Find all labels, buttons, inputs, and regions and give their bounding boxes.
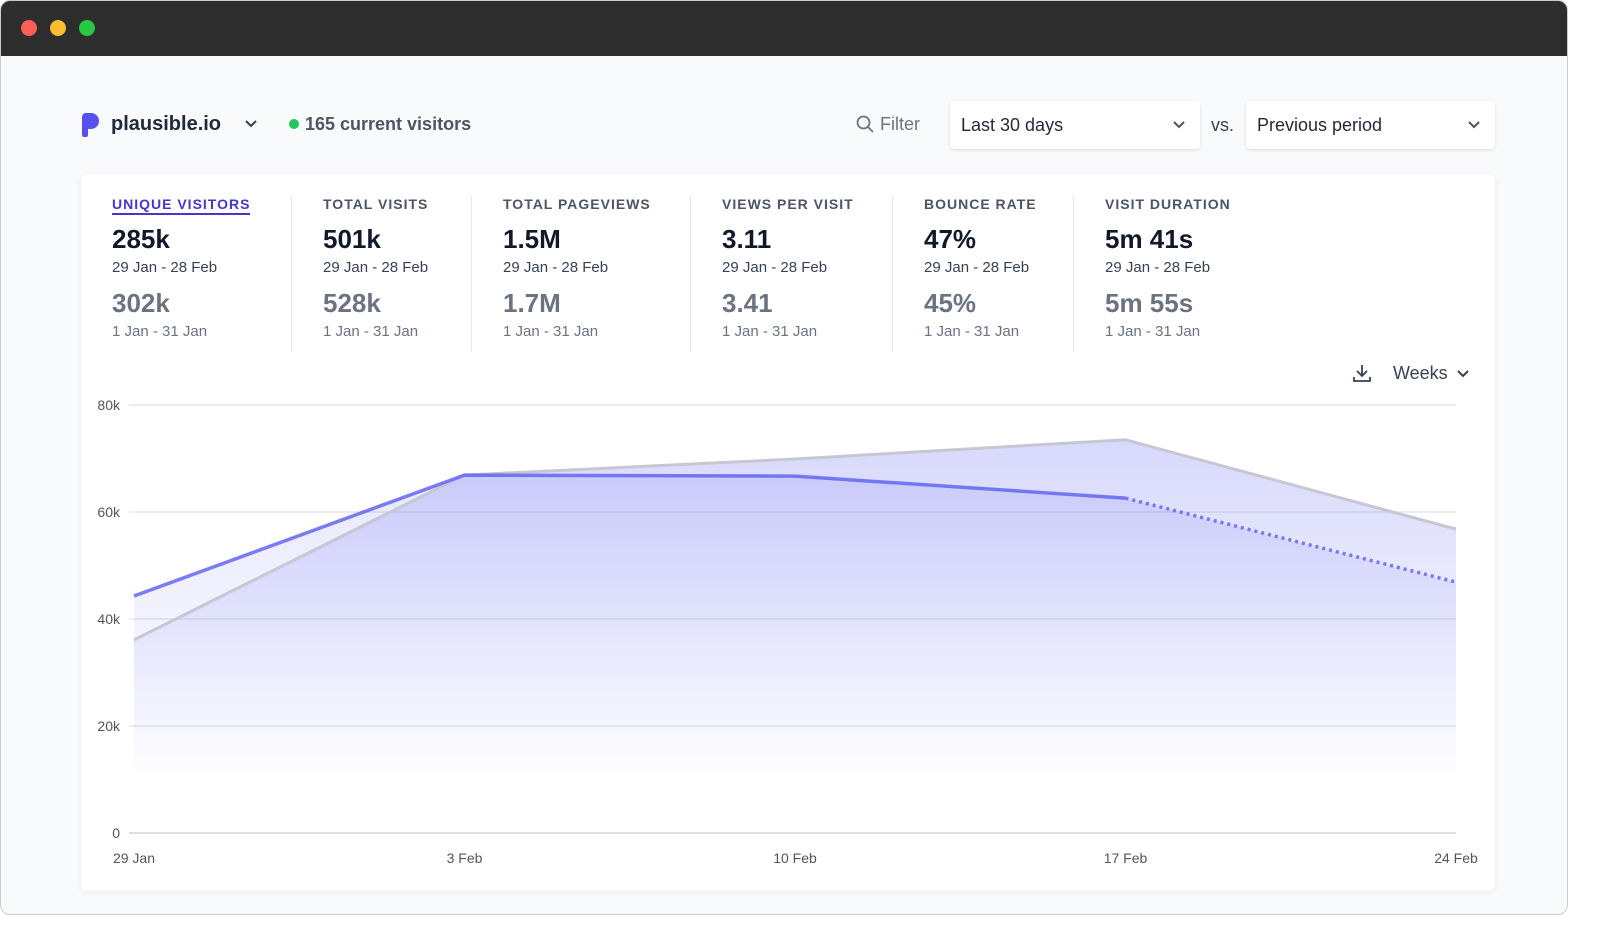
current-visitors-label: 165 current visitors bbox=[305, 114, 472, 134]
browser-window: plausible.io 165 current visitors Filter… bbox=[0, 0, 1568, 915]
y-tick-label: 0 bbox=[112, 825, 120, 841]
stat-total-visits[interactable]: TOTAL VISITS 501k 29 Jan - 28 Feb 528k 1… bbox=[323, 196, 428, 354]
stat-previous-value: 3.41 bbox=[722, 288, 773, 318]
filter-button[interactable]: Filter bbox=[856, 114, 920, 135]
stat-value: 285k bbox=[112, 224, 170, 254]
search-icon bbox=[856, 115, 874, 133]
x-tick-label: 17 Feb bbox=[1104, 850, 1148, 866]
x-tick-label: 10 Feb bbox=[773, 850, 817, 866]
stat-views-per-visit[interactable]: VIEWS PER VISIT 3.11 29 Jan - 28 Feb 3.4… bbox=[722, 196, 854, 354]
top-bar: plausible.io 165 current visitors Filter… bbox=[81, 101, 1495, 149]
stat-previous-value: 1.7M bbox=[503, 288, 561, 318]
current-period-incomplete-line bbox=[1125, 496, 1457, 584]
interval-select[interactable]: Weeks bbox=[1393, 363, 1470, 384]
stat-range: 29 Jan - 28 Feb bbox=[323, 259, 429, 276]
current-period-area bbox=[134, 475, 1456, 833]
stat-previous-value: 45% bbox=[924, 288, 977, 318]
plausible-logo-icon bbox=[82, 113, 99, 137]
y-tick-label: 40k bbox=[97, 611, 121, 627]
stat-previous-range: 1 Jan - 31 Jan bbox=[924, 323, 1020, 340]
stats-card: UNIQUE VISITORS 285k 29 Jan - 28 Feb 302… bbox=[81, 174, 1495, 891]
stat-unique-visitors[interactable]: UNIQUE VISITORS 285k 29 Jan - 28 Feb 302… bbox=[112, 196, 251, 354]
title-bar bbox=[1, 1, 1567, 56]
site-switcher[interactable]: plausible.io bbox=[111, 113, 222, 135]
stat-previous-value: 302k bbox=[112, 288, 170, 318]
previous-period-line bbox=[133, 438, 1457, 642]
y-tick-label: 60k bbox=[97, 504, 121, 520]
chevron-down-icon bbox=[1468, 121, 1480, 129]
divider bbox=[291, 196, 292, 352]
stat-value: 5m 41s bbox=[1105, 224, 1194, 254]
y-tick-label: 20k bbox=[97, 718, 121, 734]
stat-total-pageviews[interactable]: TOTAL PAGEVIEWS 1.5M 29 Jan - 28 Feb 1.7… bbox=[503, 196, 651, 354]
stat-visit-duration[interactable]: VISIT DURATION 5m 41s 29 Jan - 28 Feb 5m… bbox=[1105, 196, 1231, 354]
divider bbox=[690, 196, 691, 352]
stat-previous-range: 1 Jan - 31 Jan bbox=[503, 323, 599, 340]
close-window-button[interactable] bbox=[21, 20, 37, 36]
stat-range: 29 Jan - 28 Feb bbox=[924, 259, 1030, 276]
visitors-chart[interactable]: 0 20k 40k 60k 80k 29 Jan 3 Feb 10 Feb 17 Feb 24 F… bbox=[81, 174, 1495, 891]
stat-label: TOTAL VISITS bbox=[323, 196, 429, 212]
maximize-window-button[interactable] bbox=[79, 20, 95, 36]
current-visitors[interactable]: 165 current visitors bbox=[289, 114, 471, 135]
stat-previous-range: 1 Jan - 31 Jan bbox=[323, 323, 419, 340]
x-tick-label: 29 Jan bbox=[113, 850, 155, 866]
comparison-select[interactable]: Previous period bbox=[1246, 101, 1495, 149]
divider bbox=[1073, 196, 1074, 352]
comparison-value: Previous period bbox=[1257, 115, 1383, 135]
filter-label: Filter bbox=[880, 114, 920, 134]
chevron-down-icon bbox=[1173, 121, 1185, 129]
stat-label: VISIT DURATION bbox=[1105, 196, 1231, 212]
stat-value: 501k bbox=[323, 224, 381, 254]
live-dot-icon bbox=[289, 119, 299, 129]
x-tick-label: 24 Feb bbox=[1434, 850, 1478, 866]
divider bbox=[471, 196, 472, 352]
stat-value: 47% bbox=[924, 224, 977, 254]
y-tick-label: 80k bbox=[97, 397, 121, 413]
stat-previous-range: 1 Jan - 31 Jan bbox=[1105, 323, 1201, 340]
stat-label: VIEWS PER VISIT bbox=[722, 196, 854, 212]
stat-label: TOTAL PAGEVIEWS bbox=[503, 196, 651, 212]
interval-value: Weeks bbox=[1393, 363, 1448, 383]
divider bbox=[892, 196, 893, 352]
stat-previous-range: 1 Jan - 31 Jan bbox=[722, 323, 818, 340]
stat-previous-value: 5m 55s bbox=[1105, 288, 1194, 318]
stat-range: 29 Jan - 28 Feb bbox=[722, 259, 828, 276]
stat-label: UNIQUE VISITORS bbox=[112, 196, 251, 215]
chevron-down-icon bbox=[1456, 370, 1469, 378]
current-period-line bbox=[133, 473, 1126, 598]
minimize-window-button[interactable] bbox=[50, 20, 66, 36]
vs-label: vs. bbox=[1211, 115, 1235, 135]
stat-value: 3.11 bbox=[722, 224, 772, 254]
stat-value: 1.5M bbox=[503, 224, 561, 254]
period-select[interactable]: Last 30 days bbox=[950, 101, 1200, 149]
chevron-down-icon[interactable] bbox=[244, 119, 258, 129]
stat-range: 29 Jan - 28 Feb bbox=[1105, 259, 1211, 276]
period-value: Last 30 days bbox=[961, 115, 1064, 135]
x-tick-label: 3 Feb bbox=[447, 850, 483, 866]
stat-bounce-rate[interactable]: BOUNCE RATE 47% 29 Jan - 28 Feb 45% 1 Ja… bbox=[924, 196, 1037, 354]
download-icon[interactable] bbox=[1351, 362, 1373, 384]
stat-range: 29 Jan - 28 Feb bbox=[112, 259, 218, 276]
stat-range: 29 Jan - 28 Feb bbox=[503, 259, 609, 276]
stat-previous-value: 528k bbox=[323, 288, 381, 318]
stat-label: BOUNCE RATE bbox=[924, 196, 1037, 212]
stat-previous-range: 1 Jan - 31 Jan bbox=[112, 323, 208, 340]
